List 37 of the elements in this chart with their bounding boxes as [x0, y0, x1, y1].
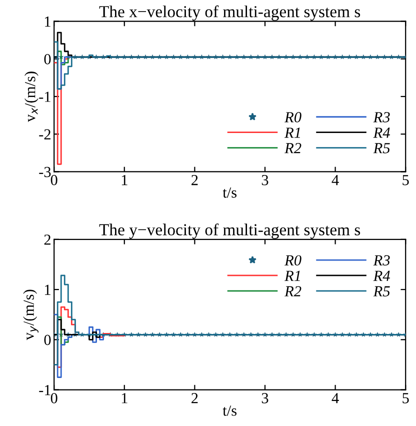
x-tick-label: 5: [402, 393, 409, 404]
y-tick-label: 0: [44, 334, 51, 346]
y-tick-label: 1: [45, 16, 50, 27]
legend-label: R5: [373, 143, 390, 154]
y-tick-label: -1: [39, 92, 50, 102]
x-tick-label: 1: [122, 174, 128, 186]
legend-label: R3: [373, 112, 390, 122]
x-tick-label: 3: [262, 174, 268, 186]
x-tick-label: 1: [122, 393, 128, 404]
x-axis-title: t/s: [222, 187, 237, 198]
legend-label: R3: [373, 255, 390, 266]
legend-label: R1: [284, 128, 300, 138]
y-tick-label: -3: [39, 166, 51, 178]
legend-label: R2: [284, 286, 302, 296]
y-tick-label: -1: [39, 385, 50, 396]
legend-label: R0: [284, 112, 302, 122]
legend-label: R0: [284, 255, 302, 266]
legend-label: R4: [373, 128, 390, 138]
y-tick-label: 0: [44, 54, 51, 64]
chart-title: The y−velocity of multi-agent system s: [99, 223, 360, 239]
y-axis-title: v$_{y}$/(m/s): [23, 290, 38, 340]
chart-title: The x−velocity of multi-agent system s: [99, 5, 360, 21]
x-tick-label: 2: [192, 174, 198, 186]
legend-label: R5: [373, 286, 390, 296]
legend-label: R1: [284, 270, 300, 281]
y-tick-label: -2: [39, 129, 50, 140]
x-axis-title: t/s: [222, 406, 237, 416]
y-axis-title: v$_{x}$/(m/s): [24, 72, 38, 122]
y-tick-label: 1: [45, 284, 50, 295]
x-tick-label: 4: [332, 175, 339, 186]
legend-label: R2: [284, 143, 302, 154]
legend-label: R4: [373, 270, 390, 281]
x-tick-label: 3: [262, 393, 268, 404]
x-tick-label: 5: [402, 175, 409, 186]
y-tick-label: 2: [44, 234, 50, 245]
x-tick-label: 2: [192, 393, 198, 404]
x-tick-label: 4: [332, 393, 339, 404]
